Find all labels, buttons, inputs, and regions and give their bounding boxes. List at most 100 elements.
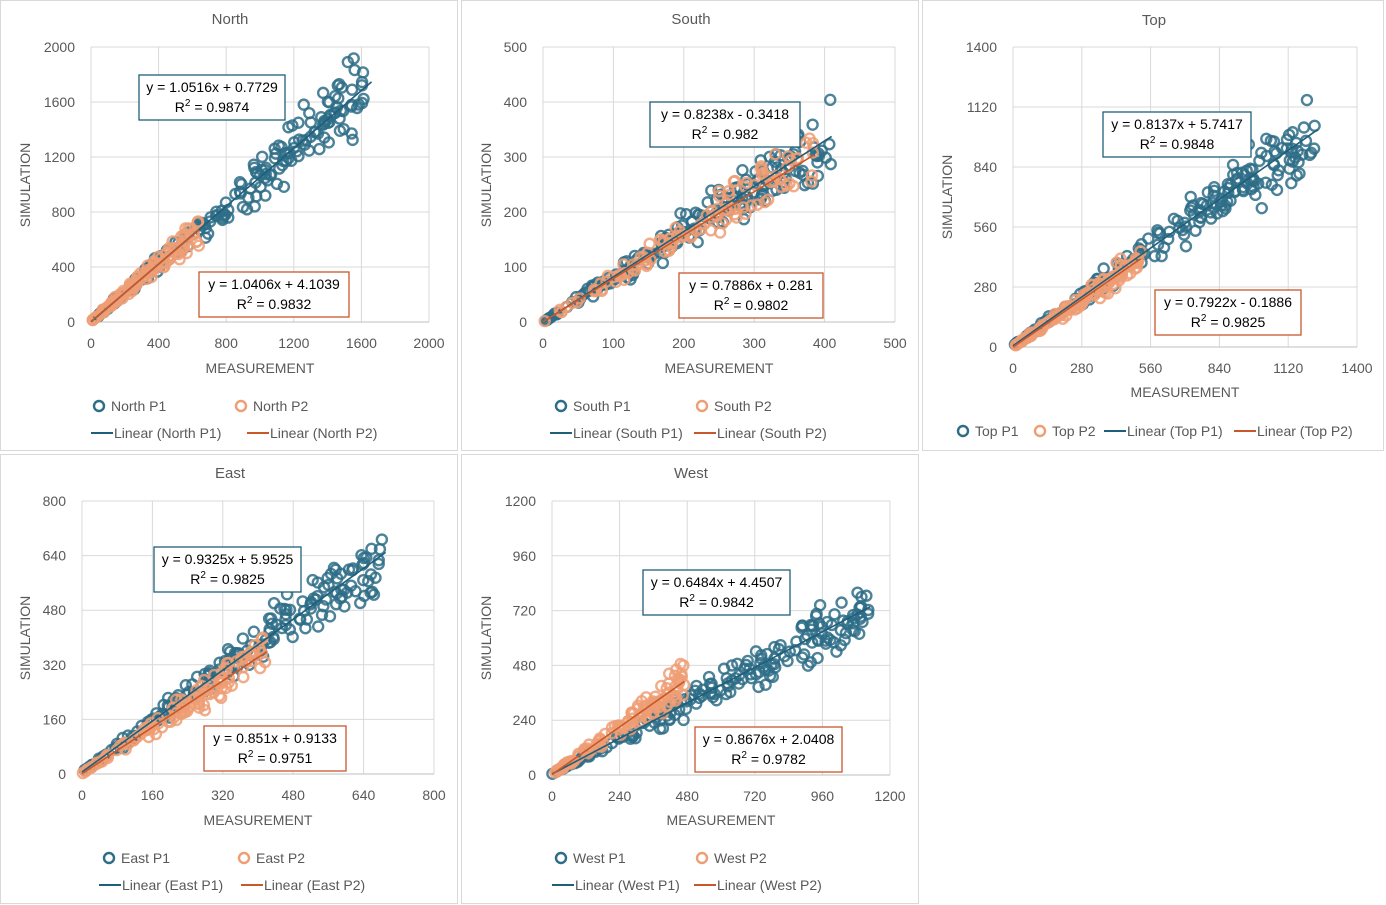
legend-item: Top P2 (1033, 423, 1096, 439)
data-point (702, 670, 716, 684)
y-tick-label: 0 (528, 767, 536, 783)
data-point (270, 618, 283, 631)
legend-label: Top P2 (1052, 423, 1096, 439)
y-tick-label: 300 (504, 149, 528, 165)
y-tick-label: 800 (52, 204, 76, 220)
data-point (1303, 148, 1316, 162)
data-point (194, 679, 208, 692)
legend-marker (956, 424, 970, 438)
legend-label: East P1 (121, 850, 170, 866)
legend-label: North P1 (111, 398, 166, 414)
data-point (1255, 201, 1268, 215)
y-axis-label: SIMULATION (17, 596, 33, 681)
legend-label: Linear (South P1) (573, 425, 683, 441)
data-point (740, 176, 753, 190)
data-point (222, 211, 235, 224)
data-point (279, 608, 293, 621)
x-tick-label: 320 (211, 787, 235, 803)
chart-title: South (671, 11, 710, 28)
data-point (725, 659, 739, 672)
y-axis-label: SIMULATION (478, 596, 494, 681)
y-tick-label: 280 (974, 279, 998, 295)
x-tick-label: 400 (813, 335, 837, 351)
data-point (1185, 201, 1198, 214)
chart-svg-top: Top 0 280 560 840 1120 1400 0 280 560 840 1120 1400 M… (939, 12, 1373, 439)
trendline (551, 605, 871, 775)
equation-box: y = 0.7886x + 0.281 R2 = 0.9802 (678, 272, 824, 319)
data-point (1270, 183, 1284, 197)
x-tick-label: 640 (352, 787, 376, 803)
equation-box-border (642, 569, 791, 616)
data-point (313, 142, 326, 156)
equation-box-border (694, 726, 843, 773)
legend-marker (554, 399, 568, 413)
x-tick-label: 1200 (278, 335, 309, 351)
y-tick-label: 960 (513, 548, 537, 564)
trendline-equation: y = 0.6484x + 4.4507 (651, 574, 783, 590)
data-point (1291, 144, 1304, 158)
trendline-equation: y = 0.7886x + 0.281 (689, 277, 813, 293)
data-point (306, 573, 319, 587)
data-point (315, 608, 329, 622)
data-point (311, 620, 325, 633)
data-point (703, 677, 717, 691)
data-point (341, 586, 354, 599)
trendline-r2: R2 = 0.982 (692, 125, 759, 142)
legend-label: Linear (East P2) (264, 877, 365, 893)
legend-item: West P1 (554, 850, 626, 866)
legend-label: Linear (Top P1) (1127, 423, 1223, 439)
legend-item: Linear (Top P1) (1104, 423, 1223, 439)
x-tick-label: 480 (676, 788, 700, 804)
data-point (838, 633, 851, 647)
data-point (1026, 326, 1040, 340)
equation-box-border (138, 74, 286, 121)
equation-box-border (1154, 289, 1302, 336)
y-axis-label: SIMULATION (478, 143, 494, 228)
data-point (335, 81, 348, 94)
data-point (805, 169, 819, 182)
legend-item: Linear (South P2) (694, 425, 827, 441)
trendline-equation: y = 1.0516x + 0.7729 (146, 79, 278, 95)
data-point (347, 52, 360, 65)
data-point (755, 649, 768, 662)
data-point (165, 249, 179, 262)
data-point (736, 164, 749, 177)
data-point (236, 632, 250, 645)
data-point (653, 722, 667, 735)
data-point (155, 720, 169, 734)
equation-box: y = 0.851x + 0.9133 R2 = 0.9751 (203, 725, 347, 772)
data-point (823, 138, 836, 151)
data-point (1044, 314, 1057, 327)
data-point (821, 631, 834, 644)
data-point (727, 175, 741, 188)
y-tick-label: 240 (513, 712, 537, 728)
trendline-r2: R2 = 0.9842 (679, 593, 754, 610)
x-tick-label: 720 (743, 788, 767, 804)
data-point (662, 244, 676, 257)
data-point (282, 121, 295, 134)
data-point (809, 609, 823, 623)
data-point (1109, 282, 1122, 295)
data-point (613, 723, 626, 736)
trendline (542, 154, 815, 323)
data-point (192, 696, 205, 710)
chart-panel-west: West 0 240 480 720 960 1200 0 240 480 720 960 1200 ME… (461, 454, 919, 904)
x-axis-label: MEASUREMENT (1131, 384, 1240, 400)
chart-svg-east: East 0 160 320 480 640 800 0 160 320 480 640 800 MEAS… (17, 465, 446, 893)
data-point (828, 608, 841, 621)
data-point (1271, 168, 1284, 182)
equation-box: y = 0.8238x - 0.3418 R2 = 0.982 (649, 101, 801, 148)
data-point (265, 617, 279, 630)
legend-label: Linear (West P1) (575, 877, 680, 893)
data-point (647, 705, 660, 719)
data-point (724, 685, 737, 699)
data-point (573, 292, 586, 305)
data-point (1246, 163, 1259, 176)
legend-marker (695, 399, 709, 413)
data-point (676, 689, 689, 702)
x-axis-label: MEASUREMENT (206, 360, 315, 376)
data-point (677, 713, 690, 727)
data-point (662, 667, 676, 680)
legend-label: East P2 (256, 850, 305, 866)
data-point (851, 608, 864, 621)
